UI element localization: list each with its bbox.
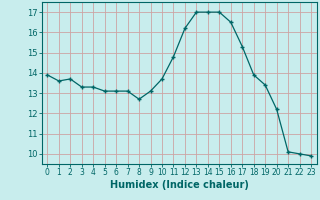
X-axis label: Humidex (Indice chaleur): Humidex (Indice chaleur) <box>110 180 249 190</box>
